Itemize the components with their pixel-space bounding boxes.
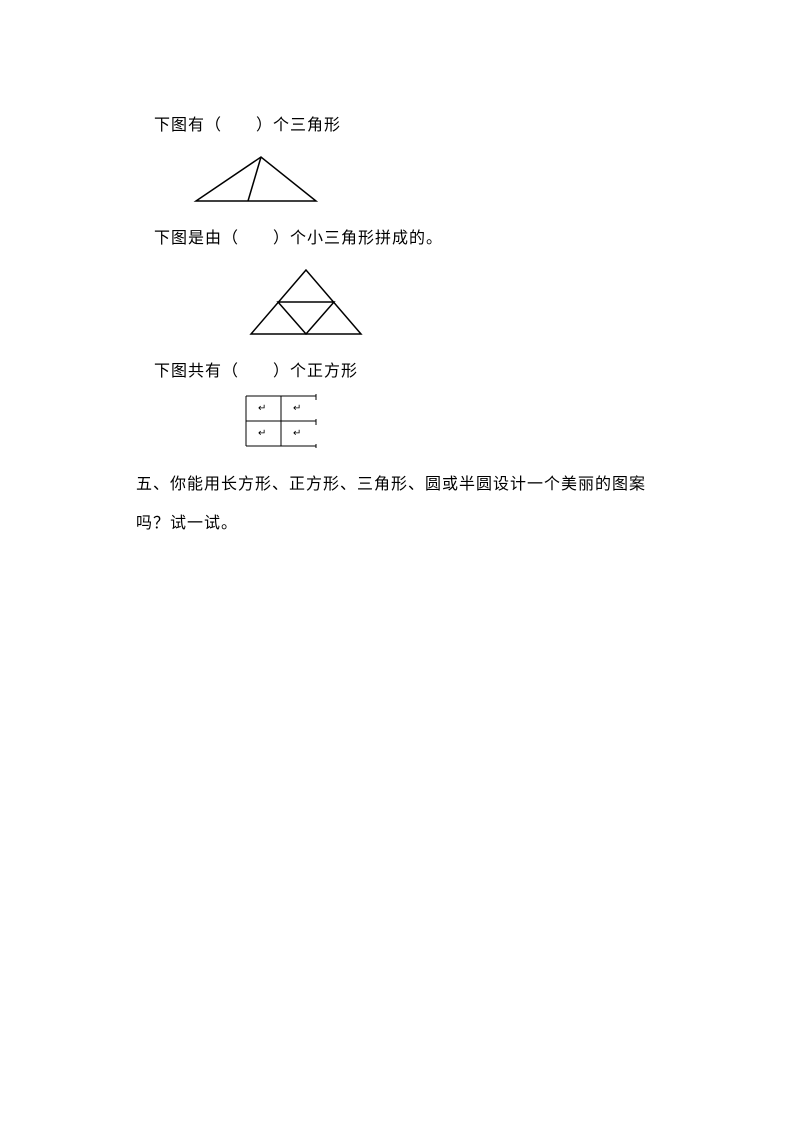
- q3-blank: [239, 363, 273, 380]
- section-5-line1: 你能用长方形、正方形、三角形、圆或半圆设计一个美丽的图案: [170, 476, 646, 493]
- section-5: 五、你能用长方形、正方形、三角形、圆或半圆设计一个美丽的图案 吗？试一试。: [136, 466, 673, 543]
- q1-text-after: ）个三角形: [256, 117, 341, 134]
- question-2-text: 下图是由（ ）个小三角形拼成的。: [154, 225, 673, 254]
- question-3: 下图共有（ ）个正方形 ↵ ↵ ↵ ↵: [154, 358, 673, 449]
- section-5-line2: 吗？试一试。: [136, 515, 238, 532]
- q1-diagram: [186, 149, 673, 207]
- cell-mark-2: ↵: [293, 400, 301, 418]
- q2-diagram: [236, 262, 673, 340]
- q2-text-before: 下图是由（: [154, 230, 239, 247]
- grid-2x2-diagram: [244, 394, 322, 448]
- cell-mark-1: ↵: [258, 400, 266, 418]
- triangle-triforce-diagram: [236, 262, 376, 340]
- q3-text-after: ）个正方形: [273, 363, 358, 380]
- question-1-text: 下图有（ ）个三角形: [154, 112, 673, 141]
- q2-text-after: ）个小三角形拼成的。: [273, 230, 443, 247]
- question-3-text: 下图共有（ ）个正方形: [154, 358, 673, 387]
- q1-text-before: 下图有（: [154, 117, 222, 134]
- question-1: 下图有（ ）个三角形: [154, 112, 673, 207]
- q3-text-before: 下图共有（: [154, 363, 239, 380]
- q3-diagram: ↵ ↵ ↵ ↵: [244, 394, 673, 448]
- question-2: 下图是由（ ）个小三角形拼成的。: [154, 225, 673, 340]
- triangle-split-diagram: [186, 149, 326, 207]
- cell-mark-4: ↵: [293, 425, 301, 443]
- q2-blank: [239, 230, 273, 247]
- section-5-label: 五、: [136, 476, 170, 493]
- q1-blank: [222, 117, 256, 134]
- cell-mark-3: ↵: [258, 425, 266, 443]
